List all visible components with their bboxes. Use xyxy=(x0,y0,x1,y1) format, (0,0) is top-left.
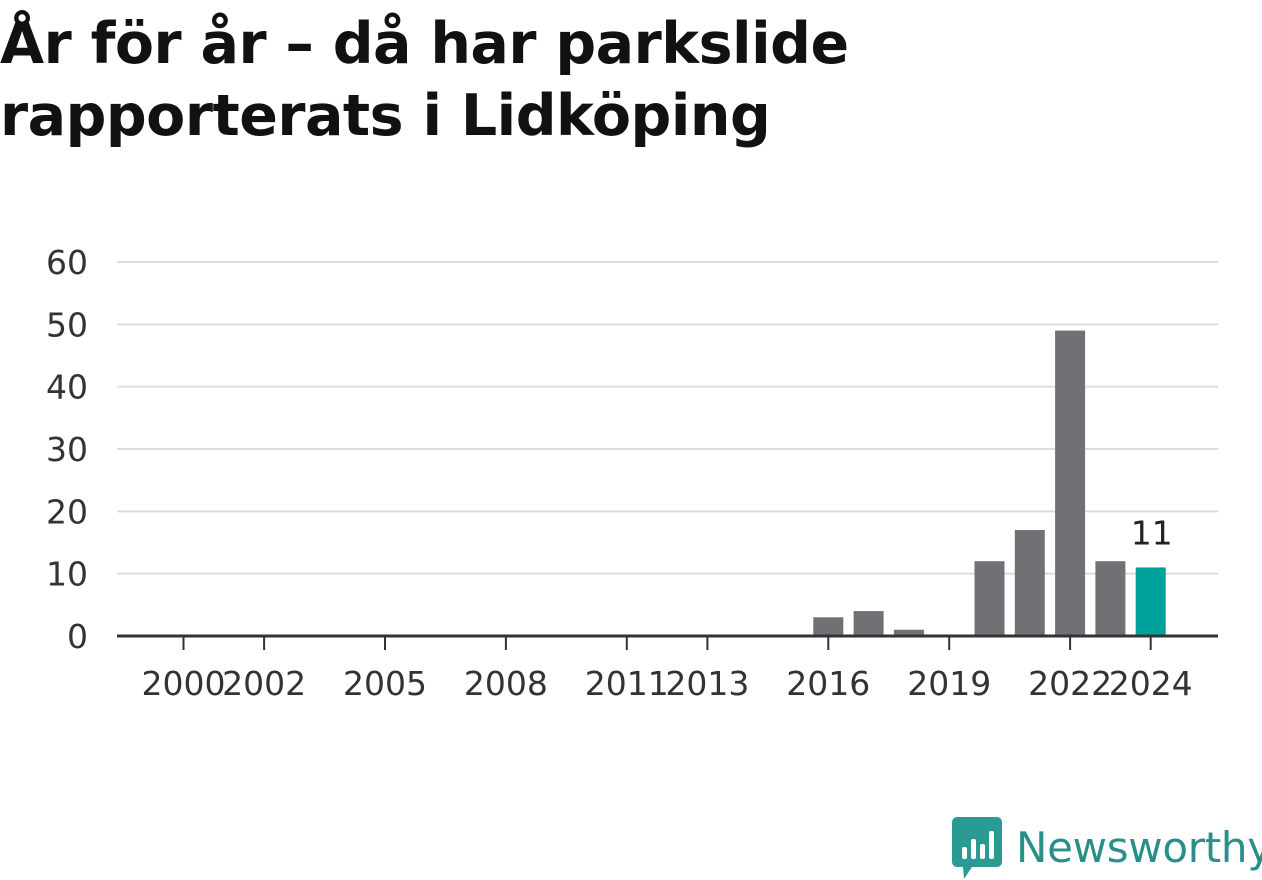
bar-2016 xyxy=(813,617,844,636)
y-tick-label: 0 xyxy=(67,617,88,656)
y-tick-label: 60 xyxy=(46,243,88,282)
chart-title: År för år – då har parkslide rapporterat… xyxy=(0,11,849,149)
newsworthy-logo-icon xyxy=(952,817,1002,879)
x-tick-label: 2008 xyxy=(464,664,548,703)
y-axis-ticks: 0 10 20 30 40 50 60 xyxy=(46,243,88,656)
x-tick-label: 2019 xyxy=(907,664,991,703)
bar-2017 xyxy=(853,611,884,636)
bar-2018 xyxy=(893,629,924,636)
y-tick-label: 20 xyxy=(46,492,88,531)
y-tick-label: 30 xyxy=(46,430,88,469)
x-tick-label: 2005 xyxy=(343,664,427,703)
data-label-2024: 11 xyxy=(1131,513,1173,552)
x-tick-label: 2000 xyxy=(142,664,226,703)
x-tick-label: 2011 xyxy=(585,664,669,703)
bar-2023 xyxy=(1095,561,1126,636)
newsworthy-logo: Newsworthy xyxy=(952,816,1262,880)
bars xyxy=(813,330,1166,636)
bar-2022 xyxy=(1055,330,1086,636)
x-tick-label: 2002 xyxy=(222,664,306,703)
x-tick-label: 2024 xyxy=(1109,664,1193,703)
data-labels: 11 xyxy=(1131,513,1173,552)
grid-lines xyxy=(117,261,1218,575)
bar-2024 xyxy=(1135,567,1166,636)
y-tick-label: 40 xyxy=(46,368,88,407)
y-tick-label: 50 xyxy=(46,305,88,344)
brand-name: Newsworthy xyxy=(1016,823,1262,872)
x-tick-label: 2022 xyxy=(1028,664,1112,703)
bar-2020 xyxy=(974,561,1005,636)
y-tick-label: 10 xyxy=(46,555,88,594)
x-tick-label: 2013 xyxy=(665,664,749,703)
bar-2021 xyxy=(1014,530,1045,636)
x-tick-label: 2016 xyxy=(786,664,870,703)
